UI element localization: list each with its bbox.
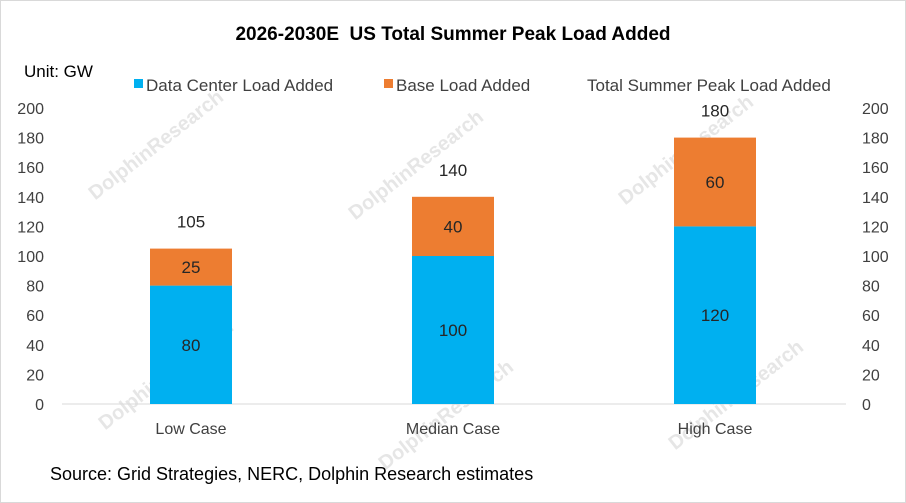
category-labels: Low Case Median Case High Case — [155, 421, 752, 438]
x-category-label: High Case — [678, 421, 753, 438]
y-tick-left: 40 — [26, 338, 44, 355]
source-note: Source: Grid Strategies, NERC, Dolphin R… — [50, 464, 533, 484]
legend-label-data-center: Data Center Load Added — [146, 76, 333, 95]
y-tick-left: 20 — [26, 367, 44, 384]
y-tick-right: 100 — [862, 249, 889, 266]
legend-label-base: Base Load Added — [396, 76, 530, 95]
bars: 80 25 105 100 40 140 120 60 180 — [150, 102, 756, 404]
y-tick-left: 200 — [17, 101, 44, 118]
y-tick-left: 180 — [17, 131, 44, 148]
y-axis-right: 0 20 40 60 80 100 120 140 160 180 200 — [862, 101, 889, 414]
y-tick-left: 0 — [35, 397, 44, 414]
x-category-label: Low Case — [155, 421, 226, 438]
y-tick-right: 160 — [862, 160, 889, 177]
data-label-base-load: 60 — [706, 173, 725, 192]
legend: Data Center Load Added Base Load Added T… — [134, 76, 831, 95]
data-label-total: 140 — [439, 161, 467, 180]
x-category-label: Median Case — [406, 421, 500, 438]
y-tick-right: 80 — [862, 279, 880, 296]
data-label-total: 105 — [177, 213, 205, 232]
data-label-base-load: 40 — [444, 217, 463, 236]
y-tick-left: 140 — [17, 190, 44, 207]
chart-title: 2026-2030E US Total Summer Peak Load Add… — [235, 24, 670, 45]
y-tick-right: 120 — [862, 219, 889, 236]
legend-swatch-base — [384, 79, 393, 88]
data-label-data-center: 100 — [439, 321, 467, 340]
y-tick-right: 200 — [862, 101, 889, 118]
data-label-data-center: 120 — [701, 306, 729, 325]
bar-base-load — [150, 248, 232, 286]
y-tick-right: 20 — [862, 367, 880, 384]
y-tick-right: 180 — [862, 131, 889, 148]
y-tick-left: 160 — [17, 160, 44, 177]
y-tick-right: 0 — [862, 397, 871, 414]
y-axis-left: 0 20 40 60 80 100 120 140 160 180 200 — [17, 101, 44, 414]
y-tick-right: 140 — [862, 190, 889, 207]
legend-label-total: Total Summer Peak Load Added — [587, 76, 831, 95]
legend-swatch-data-center — [134, 79, 143, 88]
bar-base-load — [674, 137, 756, 227]
y-tick-left: 60 — [26, 308, 44, 325]
bar-data-center — [412, 256, 494, 404]
watermark-text: DolphinResearch — [85, 86, 228, 205]
y-tick-right: 40 — [862, 338, 880, 355]
data-label-base-load: 25 — [182, 258, 201, 277]
bar-base-load — [412, 196, 494, 256]
data-label-data-center: 80 — [182, 336, 201, 355]
data-label-total: 180 — [701, 102, 729, 121]
y-tick-left: 120 — [17, 219, 44, 236]
bar-data-center — [150, 285, 232, 404]
bar-data-center — [674, 226, 756, 404]
y-tick-right: 60 — [862, 308, 880, 325]
unit-label: Unit: GW — [24, 62, 93, 81]
y-tick-left: 100 — [17, 249, 44, 266]
y-tick-left: 80 — [26, 279, 44, 296]
